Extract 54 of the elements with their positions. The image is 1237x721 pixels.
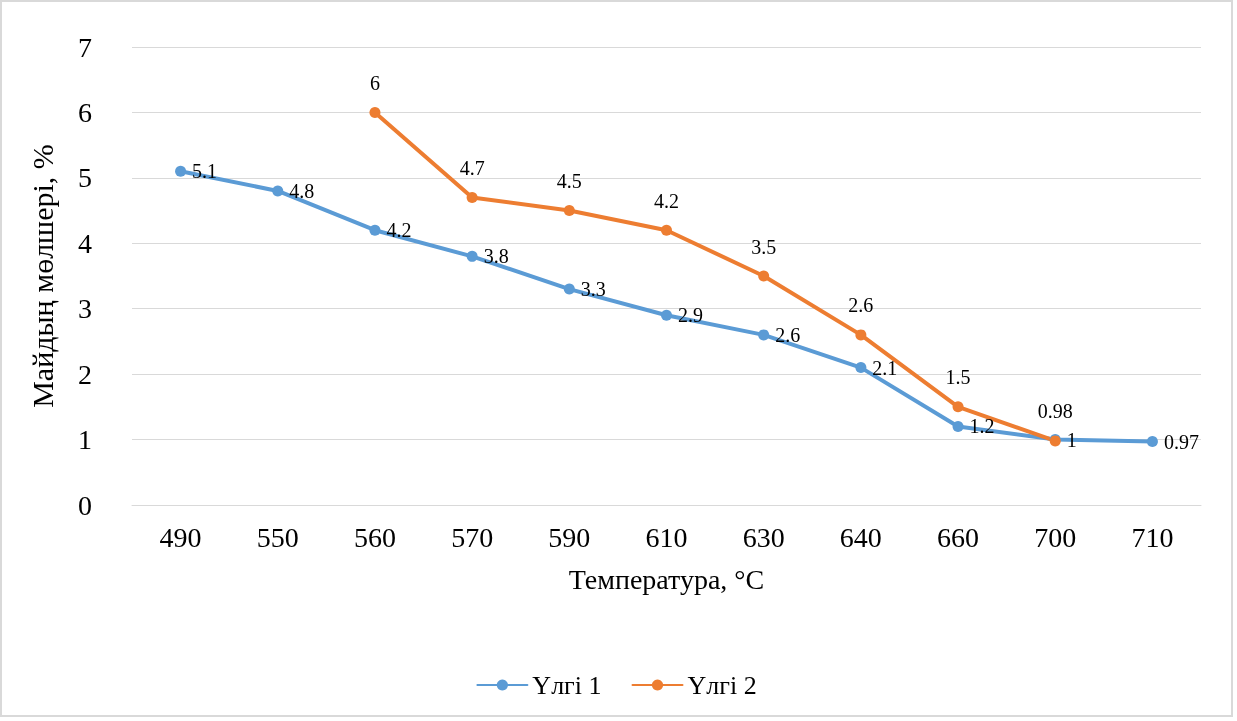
data-label: 2.6 — [848, 294, 874, 317]
point — [758, 270, 770, 282]
data-label: 3.8 — [483, 245, 509, 268]
legend-label: Үлгі 1 — [532, 670, 602, 700]
data-label: 4.5 — [556, 170, 582, 193]
data-label: 4.2 — [654, 189, 679, 212]
x-tick-label: 560 — [353, 521, 396, 553]
x-tick-label: 590 — [548, 521, 591, 553]
legend-label: Үлгі 2 — [687, 670, 757, 700]
data-label: 4.2 — [386, 219, 412, 242]
point — [175, 165, 187, 177]
data-label: 0.97 — [1163, 430, 1199, 453]
y-tick-label: 7 — [78, 31, 92, 63]
x-tick-label: 630 — [742, 521, 785, 553]
point — [466, 250, 478, 262]
point — [758, 329, 770, 341]
point — [563, 283, 575, 295]
x-axis-title: Температура, °C — [568, 563, 765, 595]
y-tick-label: 2 — [78, 358, 92, 390]
data-label: 6 — [369, 71, 380, 94]
point — [952, 420, 964, 432]
point — [661, 309, 672, 321]
point — [272, 185, 284, 197]
x-tick-label: 610 — [645, 521, 688, 553]
data-label: 2.6 — [775, 323, 801, 346]
point — [369, 224, 381, 236]
data-label: 3.5 — [751, 235, 777, 258]
point — [855, 329, 867, 341]
point — [1146, 436, 1158, 448]
x-tick-label: 710 — [1131, 521, 1174, 553]
data-label: 4.8 — [289, 179, 315, 202]
x-tick-label: 570 — [451, 521, 494, 553]
data-label: 2.1 — [872, 356, 898, 379]
point — [563, 205, 575, 217]
data-label: 0.98 — [1037, 400, 1073, 423]
data-label: 4.7 — [459, 156, 485, 179]
data-label: 1.5 — [945, 366, 971, 389]
point — [952, 401, 964, 413]
y-tick-label: 1 — [78, 424, 92, 456]
x-tick-label: 660 — [937, 521, 980, 553]
y-tick-label: 6 — [78, 96, 92, 128]
y-tick-label: 3 — [78, 293, 92, 325]
x-tick-label: 550 — [256, 521, 299, 553]
y-tick-label: 0 — [78, 489, 92, 521]
point — [369, 106, 381, 118]
y-tick-label: 5 — [78, 162, 92, 194]
x-tick-label: 490 — [159, 521, 202, 553]
x-tick-label: 700 — [1034, 521, 1077, 553]
y-tick-label: 4 — [78, 227, 92, 259]
point — [855, 362, 867, 374]
point — [661, 224, 672, 236]
x-tick-label: 640 — [839, 521, 882, 553]
y-axis-title: Майдың мөлшері, % — [25, 144, 59, 408]
point — [466, 191, 478, 203]
